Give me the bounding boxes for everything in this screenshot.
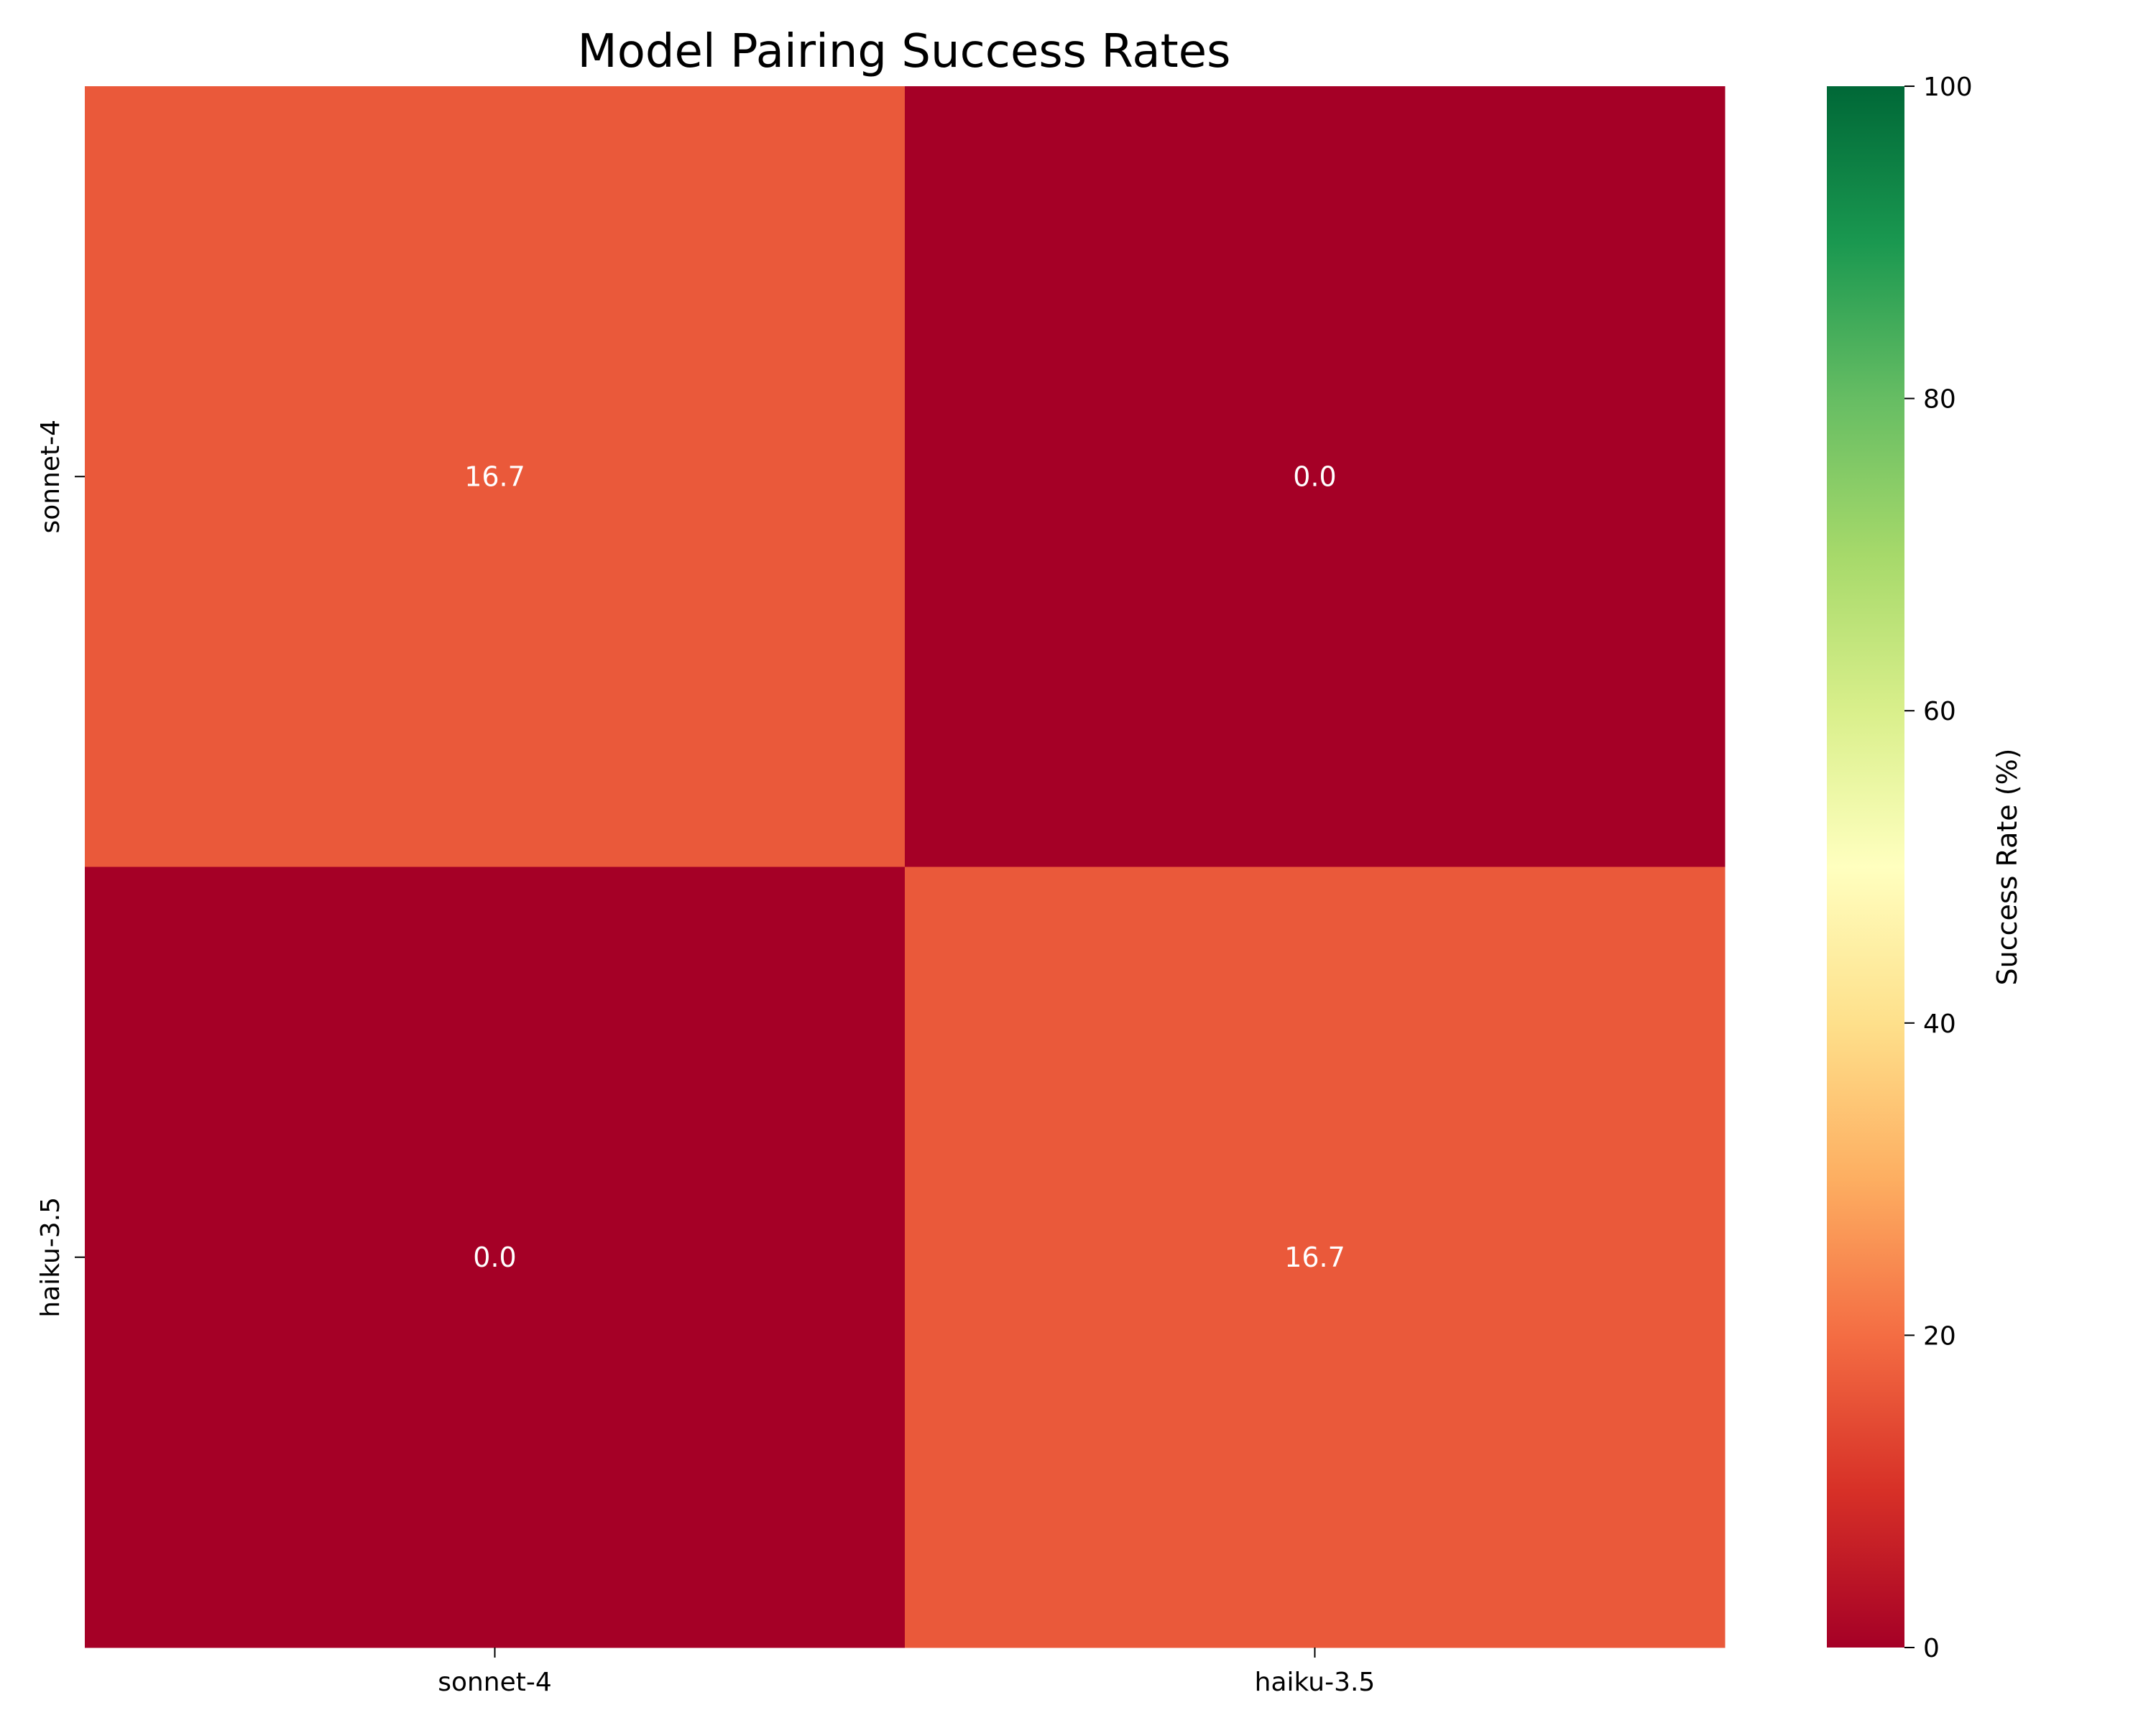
colorbar-tick-label: 0 xyxy=(1923,1634,1940,1663)
colorbar-tick-label: 60 xyxy=(1923,697,1956,726)
x-tick-label: haiku-3.5 xyxy=(1255,1668,1376,1697)
cell-value-label: 0.0 xyxy=(1293,461,1336,492)
colorbar-tick-label: 100 xyxy=(1923,73,1973,102)
colorbar-tick-label: 40 xyxy=(1923,1009,1956,1039)
heatmap-cell xyxy=(905,86,1726,867)
colorbar-gradient xyxy=(1827,86,1904,1648)
heatmap-cell xyxy=(85,86,906,867)
heatmap-cell xyxy=(905,867,1726,1648)
colorbar: 0 20 40 60 80 100 Success Rate (%) xyxy=(1827,73,2023,1663)
y-tick-label: haiku-3.5 xyxy=(36,1197,65,1318)
colorbar-label: Success Rate (%) xyxy=(1991,748,2023,985)
cell-value-label: 16.7 xyxy=(1284,1242,1345,1273)
x-tick-label: sonnet-4 xyxy=(438,1668,552,1697)
y-axis: sonnet-4 haiku-3.5 xyxy=(36,420,85,1318)
heatmap-cells: 16.7 0.0 0.0 16.7 xyxy=(85,86,1726,1648)
x-axis: sonnet-4 haiku-3.5 xyxy=(438,1648,1375,1697)
cell-value-label: 16.7 xyxy=(464,461,525,492)
heatmap-cell xyxy=(85,867,906,1648)
chart-title: Model Pairing Success Rates xyxy=(578,25,1231,78)
colorbar-tick-label: 20 xyxy=(1923,1321,1956,1351)
colorbar-tick-label: 80 xyxy=(1923,385,1956,415)
y-tick-label: sonnet-4 xyxy=(36,420,65,534)
cell-value-label: 0.0 xyxy=(473,1242,516,1273)
